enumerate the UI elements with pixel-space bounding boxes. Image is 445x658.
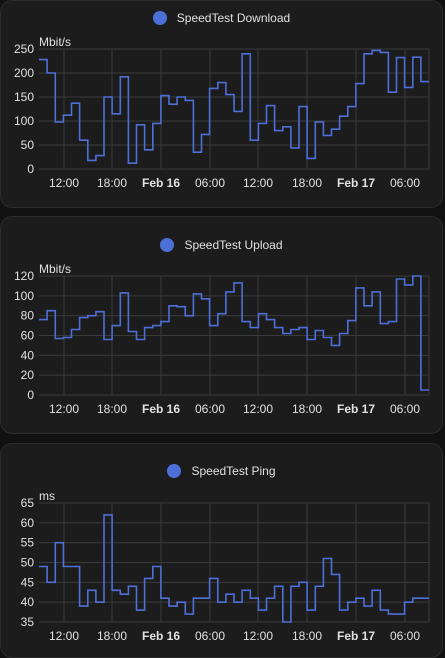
upload-y-tick-label: 100 bbox=[14, 289, 34, 303]
ping-card: SpeedTest Ping 65 60 55 50 45 40 35 12:00 18:00 F… bbox=[0, 443, 443, 658]
download-x-tick-label: 06:00 bbox=[195, 176, 225, 190]
upload-y-tick-label: 60 bbox=[21, 329, 35, 343]
download-x-tick-label: 12:00 bbox=[243, 176, 273, 190]
upload-x-tick-label: 06:00 bbox=[390, 402, 420, 416]
download-x-tick-label: 06:00 bbox=[390, 176, 420, 190]
upload-y-tick-label: 40 bbox=[21, 348, 35, 362]
upload-y-tick-label: 20 bbox=[21, 368, 35, 382]
upload-unit-label: Mbit/s bbox=[39, 262, 71, 276]
download-legend-dot-icon bbox=[152, 11, 167, 25]
upload-x-tick-label: 18:00 bbox=[97, 402, 127, 416]
ping-y-tick-label: 55 bbox=[21, 536, 35, 550]
ping-x-tick-label: 06:00 bbox=[390, 629, 420, 643]
upload-chart[interactable]: 120 100 80 60 40 20 0 12:00 18:00 Feb 16 06:00 12:0… bbox=[1, 217, 443, 434]
upload-x-tick-label: 12:00 bbox=[243, 402, 273, 416]
ping-x-tick-label: Feb 17 bbox=[337, 629, 375, 643]
download-legend-label: SpeedTest Download bbox=[176, 11, 291, 25]
ping-x-tick-label: 18:00 bbox=[97, 629, 127, 643]
ping-y-tick-label: 45 bbox=[21, 575, 35, 589]
upload-y-tick-label: 80 bbox=[21, 309, 35, 323]
upload-y-tick-label: 0 bbox=[27, 388, 34, 402]
download-x-tick-label: 18:00 bbox=[292, 176, 322, 190]
download-chart[interactable]: 250 200 150 100 50 0 12:00 18:00 Feb 16 06:00 12:0… bbox=[1, 1, 443, 208]
ping-x-tick-label: 06:00 bbox=[195, 629, 225, 643]
upload-series-line bbox=[39, 275, 429, 391]
ping-y-tick-label: 60 bbox=[21, 516, 35, 530]
download-y-tick-label: 100 bbox=[14, 114, 34, 128]
download-y-tick-label: 200 bbox=[14, 66, 34, 80]
ping-unit-label: ms bbox=[39, 489, 55, 503]
download-y-tick-label: 0 bbox=[27, 162, 34, 176]
download-y-tick-label: 150 bbox=[14, 90, 34, 104]
upload-x-tick-label: 12:00 bbox=[49, 402, 79, 416]
download-series-line bbox=[39, 49, 429, 164]
upload-y-tick-label: 120 bbox=[14, 269, 34, 283]
upload-legend[interactable]: SpeedTest Upload bbox=[1, 235, 442, 255]
ping-y-tick-label: 65 bbox=[21, 496, 35, 510]
download-legend[interactable]: SpeedTest Download bbox=[1, 8, 442, 28]
download-x-tick-label: 12:00 bbox=[49, 176, 79, 190]
ping-chart[interactable]: 65 60 55 50 45 40 35 12:00 18:00 Feb 16 06:00 12:00… bbox=[1, 444, 443, 658]
ping-legend-label: SpeedTest Ping bbox=[191, 464, 276, 478]
upload-card: SpeedTest Upload 120 100 80 60 40 20 0 12:00 18:… bbox=[0, 216, 443, 434]
ping-x-tick-label: 12:00 bbox=[49, 629, 79, 643]
upload-legend-label: SpeedTest Upload bbox=[184, 238, 283, 252]
ping-x-tick-label: Feb 16 bbox=[142, 629, 180, 643]
ping-x-tick-label: 18:00 bbox=[292, 629, 322, 643]
ping-y-tick-label: 50 bbox=[21, 556, 35, 570]
upload-x-tick-label: 18:00 bbox=[292, 402, 322, 416]
ping-legend-dot-icon bbox=[167, 464, 182, 478]
download-x-tick-label: Feb 16 bbox=[142, 176, 180, 190]
upload-x-tick-label: Feb 17 bbox=[337, 402, 375, 416]
upload-x-tick-label: 06:00 bbox=[195, 402, 225, 416]
download-x-tick-label: 18:00 bbox=[97, 176, 127, 190]
upload-x-tick-label: Feb 16 bbox=[142, 402, 180, 416]
download-y-tick-label: 250 bbox=[14, 42, 34, 56]
ping-series-line bbox=[39, 514, 429, 623]
ping-x-tick-label: 12:00 bbox=[243, 629, 273, 643]
ping-y-tick-label: 35 bbox=[21, 615, 35, 629]
download-card: SpeedTest Download 250 200 150 100 50 0 12:00 1… bbox=[0, 0, 443, 208]
download-unit-label: Mbit/s bbox=[39, 35, 71, 49]
upload-legend-dot-icon bbox=[160, 238, 175, 252]
download-y-tick-label: 50 bbox=[21, 138, 35, 152]
download-x-tick-label: Feb 17 bbox=[337, 176, 375, 190]
ping-y-tick-label: 40 bbox=[21, 595, 35, 609]
ping-legend[interactable]: SpeedTest Ping bbox=[1, 461, 442, 481]
